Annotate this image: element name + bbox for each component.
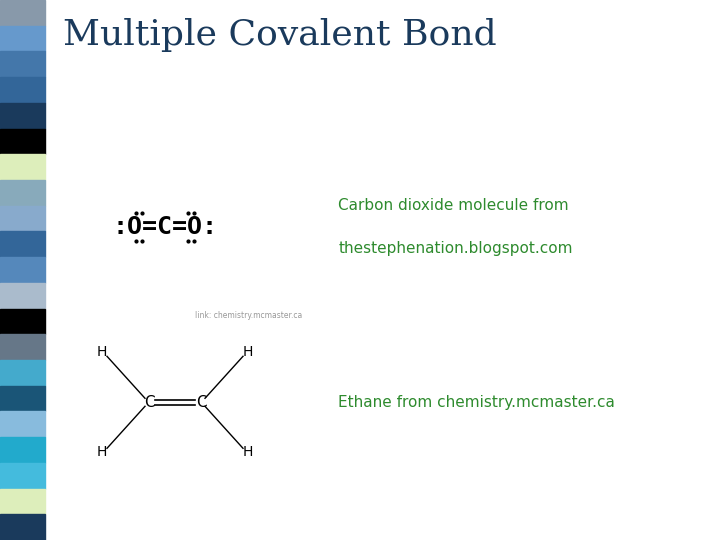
Text: Carbon dioxide molecule from: Carbon dioxide molecule from — [338, 198, 569, 213]
Bar — [0, 489, 45, 514]
Bar — [0, 129, 45, 154]
Bar — [0, 51, 45, 77]
Text: Ethane from chemistry.mcmaster.ca: Ethane from chemistry.mcmaster.ca — [338, 395, 616, 410]
Bar — [0, 308, 45, 334]
Text: H: H — [96, 446, 107, 460]
Bar — [0, 257, 45, 283]
Bar — [0, 232, 45, 257]
Bar — [0, 154, 45, 180]
Bar — [0, 180, 45, 206]
Text: H: H — [243, 446, 253, 460]
Bar — [0, 334, 45, 360]
Text: H: H — [243, 345, 253, 359]
Text: Multiple Covalent Bond: Multiple Covalent Bond — [63, 18, 497, 52]
Bar — [0, 463, 45, 489]
Bar — [0, 514, 45, 540]
Bar — [0, 26, 45, 51]
Text: C: C — [144, 395, 154, 410]
Bar — [0, 411, 45, 437]
Bar — [0, 386, 45, 411]
Text: :O=C=O:: :O=C=O: — [112, 215, 217, 239]
Bar — [0, 360, 45, 386]
Bar — [0, 77, 45, 103]
Text: thestephenation.blogspot.com: thestephenation.blogspot.com — [338, 241, 573, 256]
Text: link: chemistry.mcmaster.ca: link: chemistry.mcmaster.ca — [195, 312, 302, 320]
Bar — [0, 437, 45, 463]
Bar — [0, 283, 45, 308]
Bar — [0, 103, 45, 129]
Bar — [0, 0, 45, 26]
Text: C: C — [196, 395, 207, 410]
Text: H: H — [96, 345, 107, 359]
Bar — [0, 206, 45, 232]
